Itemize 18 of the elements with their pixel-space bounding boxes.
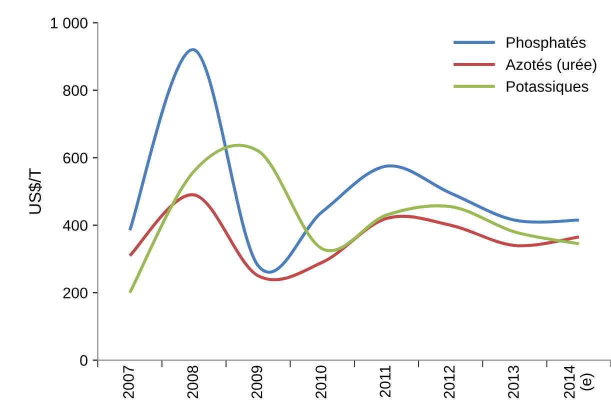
legend-label: Azotés (urée) (506, 58, 596, 73)
y-tick-label: 0 (80, 355, 88, 366)
y-tick-label: 200 (63, 288, 88, 298)
x-tick-label: 2014 (e) (564, 365, 594, 398)
y-tick-label: 400 (62, 220, 88, 231)
x-tick-label: 2010 (316, 366, 326, 398)
x-tick-label: 2011 (380, 366, 391, 398)
x-tick-label: 2007 (123, 366, 134, 398)
y-tick-label: 600 (63, 152, 88, 164)
x-tick-label: 2013 (508, 366, 519, 398)
y-tick-label: 800 (63, 85, 88, 96)
x-tick-label: 2012 (444, 366, 455, 398)
legend-label: Phosphatés (506, 36, 586, 51)
x-tick-label: 2008 (187, 366, 198, 398)
legend-label: Potassiques (506, 80, 588, 95)
y-tick-label: 1 000 (50, 18, 88, 28)
x-tick-label: 2009 (251, 366, 262, 398)
y-axis-title: US$/T (28, 168, 42, 214)
